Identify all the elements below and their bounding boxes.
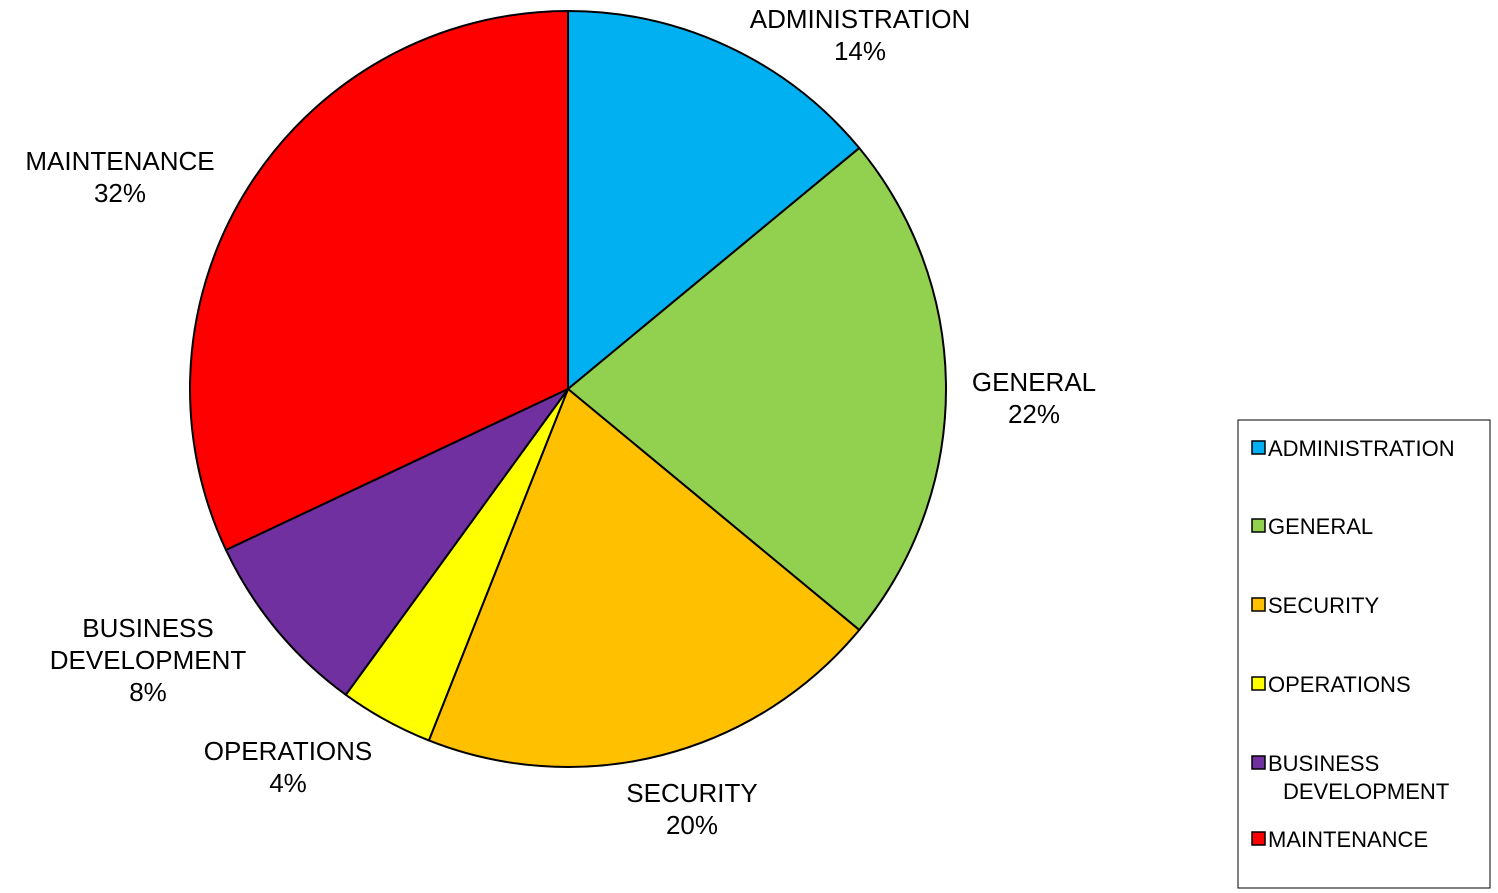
legend-swatch-operations <box>1251 676 1266 691</box>
legend-label-administration: ADMINISTRATION <box>1268 436 1455 461</box>
pie-slice-security <box>427 388 861 769</box>
pie-slice-general <box>567 147 947 631</box>
pie-slice-maintenance <box>189 10 569 551</box>
data-label-business-development: BUSINESS DEVELOPMENT 8% <box>50 613 247 707</box>
legend-label-maintenance: MAINTENANCE <box>1268 827 1428 852</box>
legend-swatch-administration <box>1251 440 1266 455</box>
legend-swatch-security <box>1251 597 1266 612</box>
legend-label-security: SECURITY <box>1268 593 1380 618</box>
legend-swatch-business-development <box>1251 755 1266 770</box>
data-labels: ADMINISTRATION 14% GENERAL 22% SECURITY 20% OP… <box>25 4 1096 840</box>
data-label-security: SECURITY 20% <box>626 778 757 840</box>
pie-slices <box>189 10 947 769</box>
legend: ADMINISTRATION GENERAL SECURITY OPERATIONS B… <box>1237 419 1491 889</box>
legend-label-general: GENERAL <box>1268 514 1373 539</box>
legend-box <box>1237 419 1491 889</box>
data-label-general: GENERAL 22% <box>972 367 1096 429</box>
data-label-administration: ADMINISTRATION 14% <box>750 4 971 66</box>
pie-slice-administration <box>567 10 861 390</box>
legend-label-business-development: BUSINESS DEVELOPMENT <box>1268 751 1449 804</box>
legend-swatch-maintenance <box>1251 831 1266 846</box>
legend-swatch-general <box>1251 518 1266 533</box>
pie-slice-business-development <box>224 388 569 696</box>
data-label-maintenance: MAINTENANCE 32% <box>25 146 214 208</box>
legend-label-operations: OPERATIONS <box>1268 672 1411 697</box>
data-label-operations: OPERATIONS 4% <box>204 736 373 798</box>
